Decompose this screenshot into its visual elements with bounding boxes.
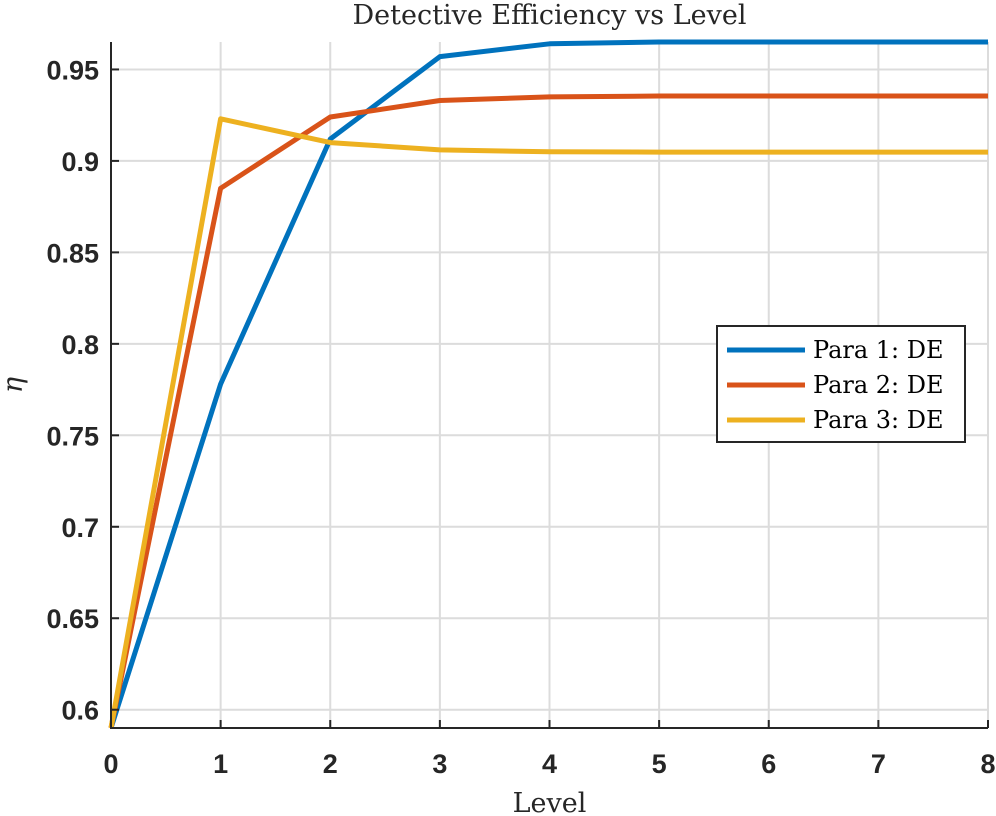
- legend-label-1: Para 1: DE: [813, 336, 944, 364]
- x-tick-label: 6: [761, 749, 776, 779]
- y-axis-title: η: [0, 377, 29, 393]
- x-tick-label: 2: [323, 749, 338, 779]
- y-tick-label: 0.95: [46, 55, 99, 85]
- y-tick-label: 0.7: [61, 513, 99, 543]
- x-tick-label: 7: [871, 749, 886, 779]
- x-tick-label: 8: [980, 749, 995, 779]
- legend-label-3: Para 3: DE: [813, 406, 944, 434]
- series-line-2: [108, 93, 988, 729]
- series-line-1: [108, 39, 988, 729]
- y-tick-label: 0.75: [46, 421, 99, 451]
- y-tick-label: 0.9: [61, 147, 99, 177]
- x-tick-label: 1: [213, 749, 228, 779]
- x-tick-label: 4: [542, 749, 557, 779]
- chart-title: Detective Efficiency vs Level: [353, 0, 747, 31]
- series-lines: [108, 39, 988, 729]
- x-tick-label: 3: [432, 749, 447, 779]
- x-axis-title: Level: [513, 788, 587, 816]
- y-tick-label: 0.6: [61, 696, 99, 726]
- y-tick-label: 0.85: [46, 238, 99, 268]
- series-line-3: [108, 116, 988, 729]
- legend-label-2: Para 2: DE: [813, 371, 944, 399]
- x-tick-label: 0: [103, 749, 118, 779]
- x-tick-label: 5: [652, 749, 667, 779]
- tick-labels: 0 1 2 3 4 5 6 7 8 0.6 0.65 0.7 0.75 0.8 0.85 0.9 0.95: [46, 55, 995, 779]
- y-tick-label: 0.65: [46, 604, 99, 634]
- legend: Para 1: DE Para 2: DE Para 3: DE: [716, 325, 966, 443]
- y-tick-label: 0.8: [61, 330, 99, 360]
